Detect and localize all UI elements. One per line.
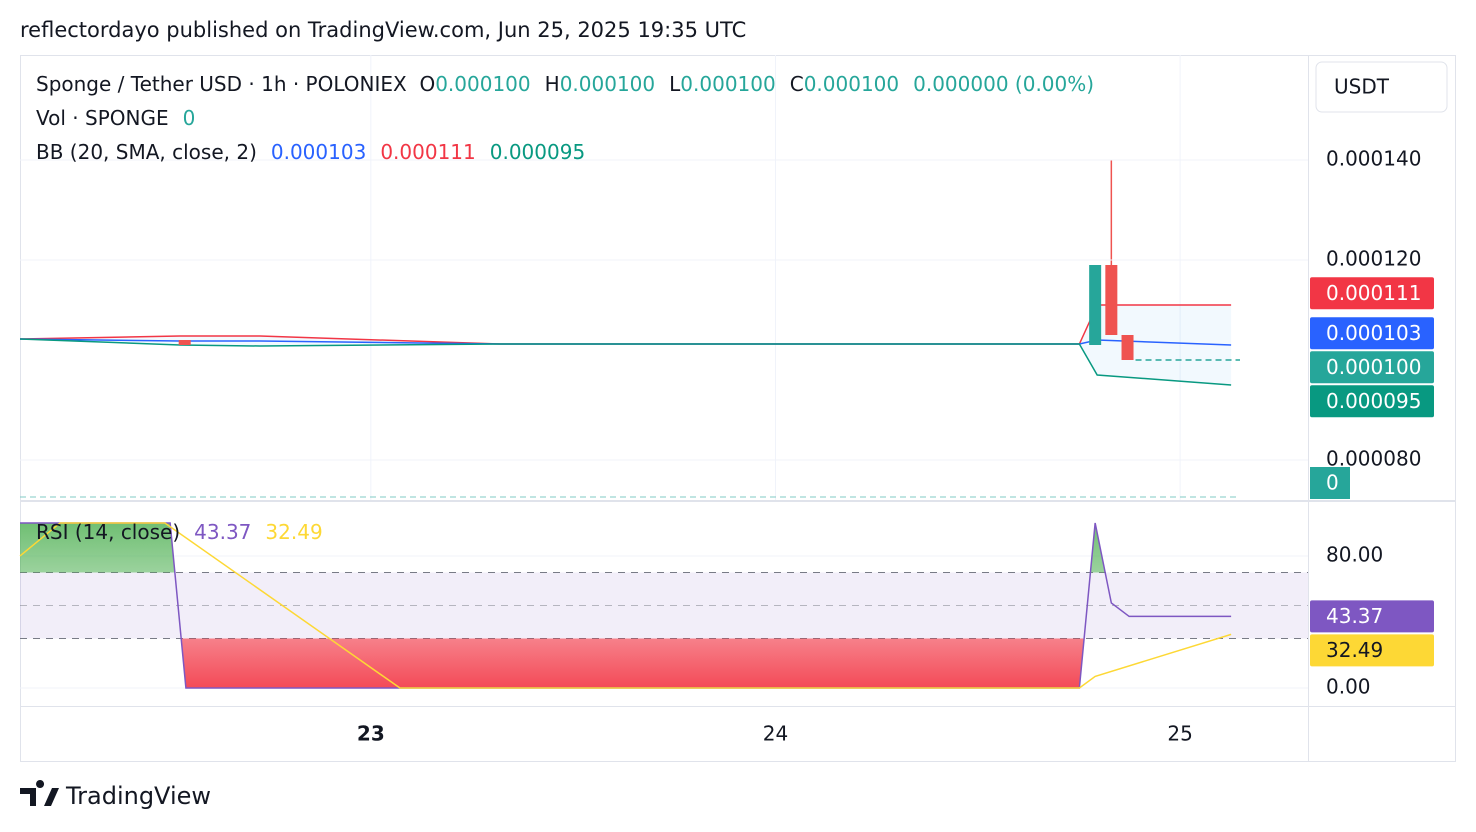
rsi-ma-value: 32.49 <box>265 520 322 544</box>
volume-name: Vol · SPONGE <box>36 106 169 130</box>
price-badge-label: 0.000100 <box>1326 355 1421 379</box>
bb-upper: 0.000111 <box>380 140 475 164</box>
overbought-fill <box>20 522 1232 573</box>
rsi-line <box>19 522 1232 689</box>
change: 0.000000 (0.00%) <box>913 72 1094 96</box>
bb-basis: 0.000103 <box>271 140 366 164</box>
y-tick-label: 0.000080 <box>1326 447 1421 471</box>
y-tick-label: 80.00 <box>1326 542 1383 566</box>
ohlc-label: L <box>669 72 681 96</box>
rsi-name: RSI (14, close) <box>36 520 180 544</box>
chart-frame <box>20 55 1456 762</box>
price-badge-label: 0.000111 <box>1326 281 1421 305</box>
logo: TradingView <box>20 780 211 810</box>
publisher: reflectordayo published on TradingView.c… <box>20 18 746 42</box>
price-badge <box>1310 634 1434 667</box>
x-tick-label: 23 <box>357 722 385 746</box>
candle-body <box>1121 335 1134 360</box>
bb-name: BB (20, SMA, close, 2) <box>36 140 257 164</box>
volume-legend: Vol · SPONGE 0 <box>36 106 195 130</box>
volume-value: 0 <box>183 106 196 130</box>
currency[interactable]: USDT <box>1334 75 1390 99</box>
rsi-legend: RSI (14, close) 43.37 32.49 <box>36 520 323 544</box>
price-badge-label: 0.000103 <box>1326 321 1421 345</box>
ohlc-value: 0.000100 <box>804 72 899 96</box>
price-badge <box>1310 317 1434 350</box>
bb-lower: 0.000095 <box>490 140 585 164</box>
ohlc-label: C <box>790 72 804 96</box>
currency-button[interactable] <box>1315 61 1448 113</box>
rsi-line <box>20 522 1232 689</box>
price-badge <box>1310 385 1434 418</box>
price-badge <box>1310 351 1434 384</box>
volume-badge <box>1310 467 1350 499</box>
price-badge <box>1310 600 1434 633</box>
y-tick-label: 0.00 <box>1326 675 1371 699</box>
ohlc-value: 0.000100 <box>560 72 655 96</box>
candle-body <box>1089 265 1102 345</box>
x-tick-label: 24 <box>763 722 788 746</box>
ohlc-label: H <box>545 72 560 96</box>
ohlc-value: 0.000100 <box>680 72 775 96</box>
band-line <box>20 338 1232 386</box>
y-tick-label: 0.000140 <box>1326 147 1421 171</box>
price-badge-label: 32.49 <box>1326 638 1383 662</box>
oversold-fill <box>20 638 1232 689</box>
volume-badge-label: 0 <box>1326 471 1339 495</box>
symbol: Sponge / Tether USD · 1h · POLONIEX <box>36 72 407 96</box>
price-badge-label: 43.37 <box>1326 604 1383 628</box>
symbol-legend: Sponge / Tether USD · 1h · POLONIEX O0.00… <box>36 72 1094 96</box>
ohlc-value: 0.000100 <box>435 72 530 96</box>
y-tick-label: 0.000120 <box>1326 247 1421 271</box>
x-tick-label: 25 <box>1167 722 1192 746</box>
ohlc-label: O <box>419 72 435 96</box>
candle-body <box>1105 265 1118 335</box>
plot: 0.000080 0.000120 0.000140 23 24 25 0.000111 0.… <box>19 55 1434 746</box>
price-badge-label: 0.000095 <box>1326 389 1421 413</box>
rsi-value: 43.37 <box>194 520 251 544</box>
brand: TradingView <box>65 782 211 810</box>
price-badge <box>1310 277 1434 310</box>
price-pane <box>20 55 1240 500</box>
candle-body <box>178 340 191 345</box>
bb-legend: BB (20, SMA, close, 2) 0.000103 0.000111 0.… <box>36 140 585 164</box>
